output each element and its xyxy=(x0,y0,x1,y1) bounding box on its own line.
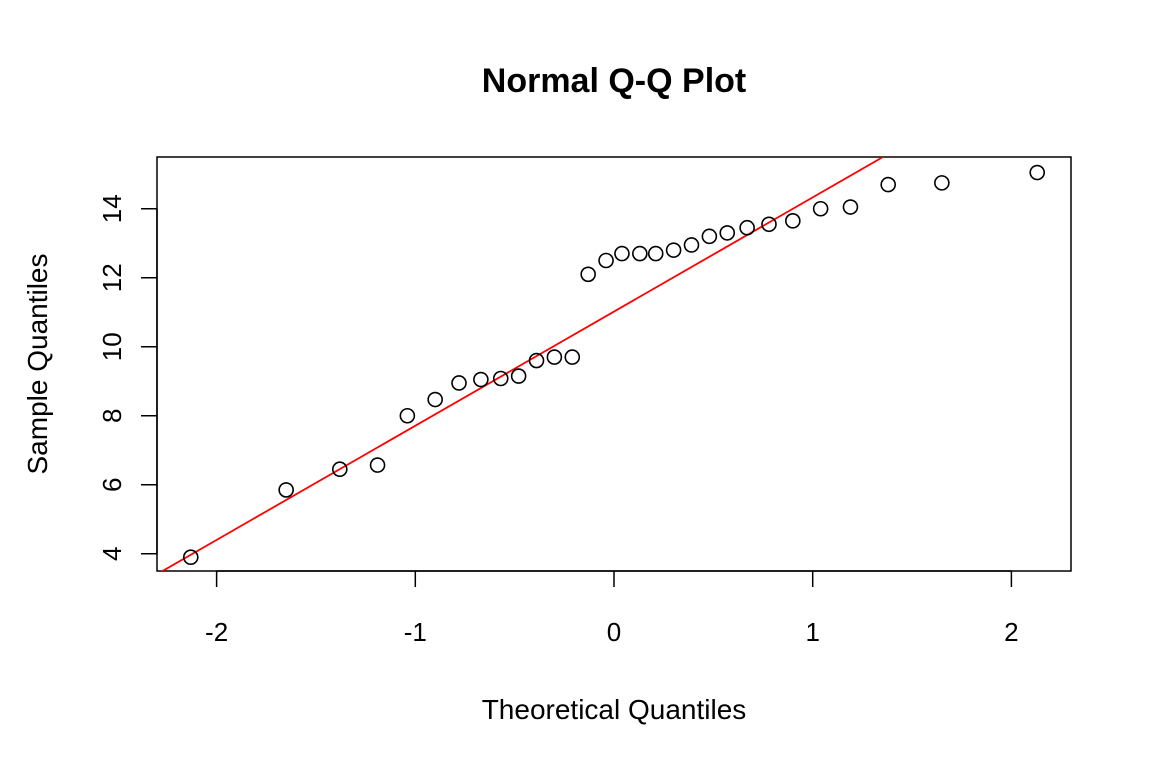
y-tick-label: 14 xyxy=(97,194,127,223)
data-point-21 xyxy=(719,225,736,241)
data-point-5 xyxy=(427,391,443,408)
data-point-22 xyxy=(739,219,755,236)
data-point-16 xyxy=(632,245,648,262)
y-axis: 4 6 8 10 12 14 xyxy=(97,194,158,561)
data-point-0 xyxy=(182,549,199,566)
reference-line xyxy=(160,157,885,571)
data-point-26 xyxy=(842,199,859,215)
data-point-8 xyxy=(492,370,509,387)
y-axis-label: Sample Quantiles xyxy=(22,253,53,474)
data-point-15 xyxy=(614,245,630,262)
data-point-25 xyxy=(812,200,829,217)
y-tick-label: 10 xyxy=(97,332,127,361)
y-tick-label: 6 xyxy=(97,478,127,492)
x-axis: -2 -1 0 1 2 xyxy=(205,570,1019,647)
data-point-12 xyxy=(564,349,581,365)
data-point-17 xyxy=(647,245,664,262)
data-point-14 xyxy=(598,252,614,269)
data-point-3 xyxy=(369,457,386,473)
data-point-9 xyxy=(510,368,527,384)
plot-frame xyxy=(156,156,1072,572)
data-point-18 xyxy=(665,242,682,258)
y-tick-label: 8 xyxy=(97,409,127,423)
data-point-11 xyxy=(546,349,563,365)
data-point-27 xyxy=(880,176,897,193)
y-tick-label: 4 xyxy=(97,547,127,561)
x-axis-label: Theoretical Quantiles xyxy=(482,694,747,725)
data-point-28 xyxy=(934,175,950,191)
data-point-13 xyxy=(580,266,596,283)
data-point-24 xyxy=(785,213,801,229)
data-point-2 xyxy=(331,461,348,478)
data-point-4 xyxy=(399,407,416,424)
data-point-19 xyxy=(683,237,700,253)
y-tick-label: 12 xyxy=(97,263,127,292)
data-point-20 xyxy=(701,228,718,245)
data-point-29 xyxy=(1029,164,1046,181)
x-tick-label: 2 xyxy=(1004,617,1018,647)
x-tick-label: 1 xyxy=(805,617,819,647)
data-point-10 xyxy=(528,352,545,369)
data-point-6 xyxy=(451,375,467,391)
x-tick-label: 0 xyxy=(607,617,621,647)
chart-title: Normal Q-Q Plot xyxy=(482,62,746,100)
data-point-23 xyxy=(761,216,777,233)
data-point-7 xyxy=(473,371,489,388)
data-point-1 xyxy=(278,482,294,498)
x-tick-label: -1 xyxy=(404,617,427,647)
x-tick-label: -2 xyxy=(205,617,228,647)
